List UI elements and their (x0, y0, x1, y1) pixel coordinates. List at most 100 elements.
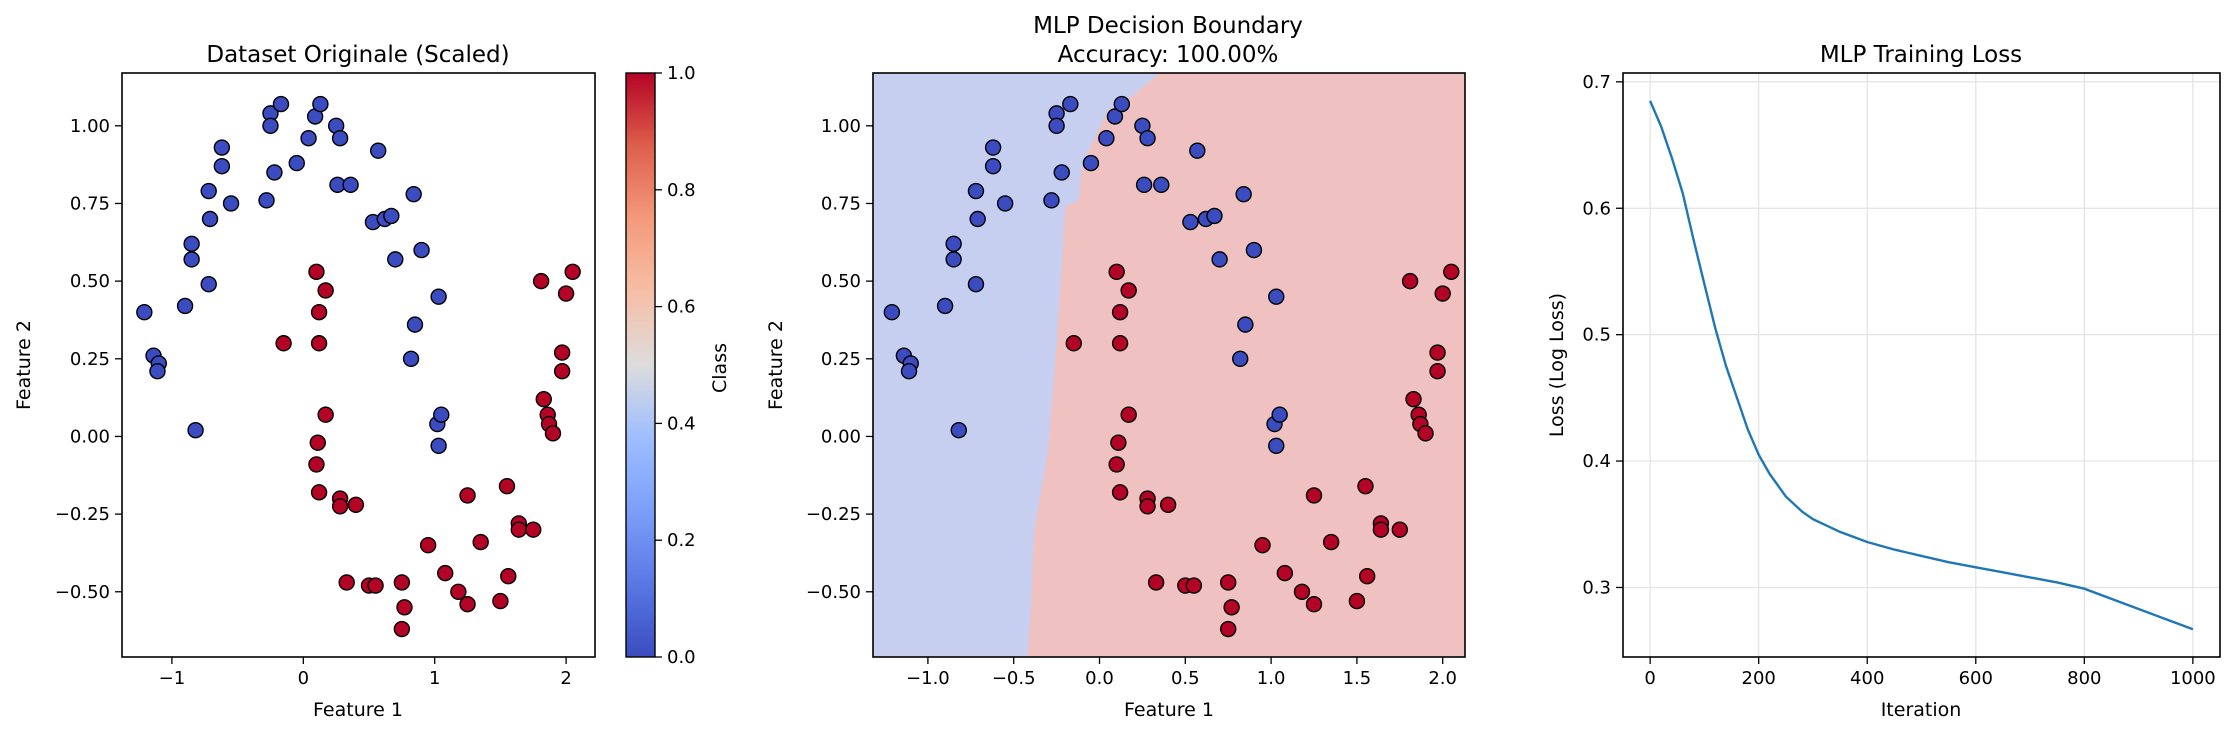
scatter-point (347, 496, 365, 513)
scatter-point (309, 434, 326, 451)
scatter-point (950, 422, 967, 439)
y-tick-label: 0.50 (70, 271, 110, 292)
scatter-point (996, 195, 1014, 212)
scatter-point (1147, 574, 1165, 591)
scatter-point (342, 176, 359, 194)
panel2-xlabel: Feature 1 (1124, 699, 1214, 721)
scatter-point (1108, 456, 1125, 473)
scatter-point (936, 297, 954, 315)
scatter-point (200, 182, 217, 200)
scatter-point (149, 363, 166, 380)
colorbar-gradient (625, 72, 656, 658)
scatter-point (1276, 564, 1294, 582)
x-tick-label: 600 (1959, 668, 1993, 689)
scatter-point (308, 456, 325, 473)
scatter-point (419, 536, 437, 554)
scatter-point (1417, 425, 1434, 442)
scatter-point (331, 130, 349, 147)
x-tick-label: 0 (1644, 668, 1655, 689)
panel3-x-ticks: 0 200 400 600 800 1000 (1644, 657, 2216, 689)
colorbar-tick-label: 0.6 (667, 297, 696, 318)
y-tick-label: −0.25 (55, 504, 110, 525)
scatter-point (275, 335, 292, 352)
colorbar-tick-label: 0.4 (667, 413, 696, 434)
colorbar-label: Class (709, 343, 731, 393)
panel2-y-ticks: −0.50 −0.25 0.00 0.25 0.50 0.75 1.00 (806, 116, 873, 603)
scatter-point (498, 477, 516, 495)
scatter-point (387, 251, 404, 268)
scatter-point (564, 263, 581, 281)
scatter-point (1043, 192, 1060, 209)
panel1-ylabel: Feature 2 (13, 320, 35, 410)
scatter-point (1159, 496, 1177, 513)
scatter-point (308, 263, 325, 281)
scatter-point (1434, 285, 1451, 302)
scatter-point (1305, 595, 1323, 613)
panel-training-loss: MLP Training Loss 0 200 400 600 800 1000 0.30… (1546, 42, 2221, 721)
scatter-point (262, 117, 279, 135)
scatter-point (1111, 484, 1129, 501)
scatter-point (338, 574, 355, 591)
y-tick-label: 0.25 (821, 349, 861, 370)
scatter-point (984, 139, 1002, 156)
region-class-0 (873, 73, 1160, 657)
y-tick-label: 0.00 (821, 426, 861, 447)
y-tick-label: 0.4 (1582, 451, 1611, 472)
scatter-point (459, 595, 476, 613)
panel-dataset: Dataset Originale (Scaled) −1 0 1 2 −0.50−0… (13, 42, 596, 721)
scatter-point (510, 521, 527, 538)
y-tick-label: −0.25 (806, 504, 861, 525)
scatter-point (183, 251, 200, 268)
panel3-xlabel: Iteration (1881, 699, 1962, 721)
x-tick-label: 200 (1742, 668, 1776, 689)
scatter-point (1189, 142, 1206, 159)
scatter-point (492, 592, 509, 610)
scatter-point (310, 484, 328, 501)
panel3-y-ticks: 0.3 0.4 0.5 0.6 0.7 (1582, 72, 1623, 598)
scatter-point (288, 154, 305, 172)
scatter-point (396, 599, 413, 616)
scatter-point (1429, 363, 1446, 380)
scatter-point (331, 498, 349, 515)
scatter-point (1139, 130, 1156, 147)
scatter-point (1223, 599, 1240, 616)
panel3-plot-area (1623, 73, 2220, 657)
scatter-point (1153, 176, 1170, 194)
scatter-point (413, 241, 430, 259)
scatter-point (1254, 536, 1271, 554)
x-tick-label: 2.0 (1428, 668, 1457, 689)
y-tick-label: 0.5 (1582, 325, 1611, 346)
y-tick-label: 0.75 (70, 193, 110, 214)
scatter-point (433, 406, 450, 423)
scatter-point (450, 583, 467, 600)
colorbar-tick-label: 0.2 (667, 530, 696, 551)
panel2-x-ticks: −1.0 −0.5 0.0 0.5 1.0 1.5 2.0 (906, 657, 1457, 689)
y-tick-label: 0.6 (1582, 198, 1611, 219)
scatter-point (1182, 213, 1199, 231)
colorbar-tick-label: 0.8 (667, 180, 696, 201)
scatter-point (393, 620, 411, 638)
scatter-point (1429, 344, 1446, 361)
scatter-point (945, 235, 962, 253)
panel-decision-boundary: MLP Decision Boundary Accuracy: 100.00% … (765, 13, 1466, 721)
scatter-point (1111, 303, 1129, 321)
scatter-point (312, 95, 329, 113)
scatter-point (1113, 95, 1131, 113)
scatter-point (1062, 95, 1079, 113)
scatter-point (1293, 583, 1311, 600)
y-tick-label: −0.50 (806, 582, 861, 603)
x-tick-label: 2 (560, 668, 571, 689)
scatter-point (1106, 108, 1124, 125)
scatter-point (967, 276, 985, 293)
y-tick-label: 0.75 (821, 193, 861, 214)
scatter-point (967, 182, 985, 200)
scatter-point (525, 521, 542, 538)
colorbar-tick-label: 0.0 (667, 647, 696, 668)
scatter-point (969, 210, 986, 228)
scatter-point (900, 363, 918, 380)
scatter-point (1111, 335, 1129, 352)
scatter-point (317, 282, 334, 299)
y-tick-label: 0.00 (70, 426, 110, 447)
panel1-title: Dataset Originale (Scaled) (206, 42, 509, 68)
x-tick-label: 0.0 (1085, 668, 1114, 689)
